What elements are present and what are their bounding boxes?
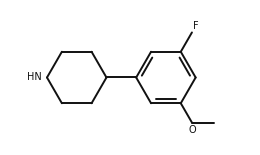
Text: HN: HN: [27, 73, 42, 82]
Text: F: F: [193, 21, 199, 31]
Text: O: O: [188, 124, 196, 135]
